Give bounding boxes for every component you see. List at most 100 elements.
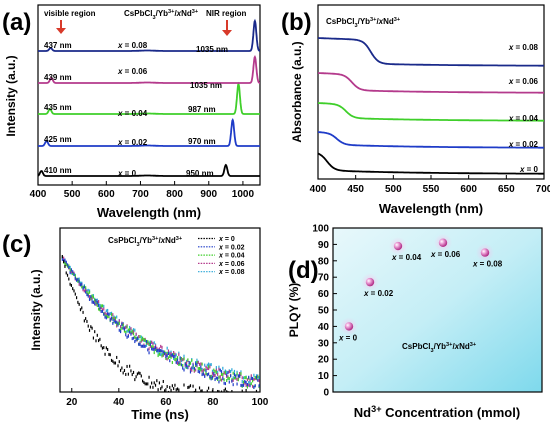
plqy-point-label: x = 0.06 [430,250,461,259]
decay-point [158,381,161,385]
decay-point [192,384,194,388]
decay-point [134,328,136,332]
decay-point [131,337,133,341]
decay-point [143,344,145,348]
decay-point [207,372,210,376]
decay-point [160,349,162,353]
decay-point [125,372,127,376]
decay-point [253,378,255,382]
decay-point [173,355,175,359]
decay-point [215,366,217,370]
absorbance-line [318,152,544,175]
decay-point [173,387,175,391]
decay-point [235,391,237,392]
decay-point [140,335,142,339]
decay-point [165,353,167,357]
decay-point [224,387,227,391]
decay-point [175,388,177,392]
y-tick-label: 50 [318,306,330,317]
decay-point [197,360,199,364]
decay-point [239,372,241,376]
decay-point [236,382,238,386]
decay-point [74,274,76,278]
decay-point [220,390,223,392]
decay-point [217,389,219,392]
decay-point [88,290,91,294]
decay-point [170,388,172,392]
decay-point [192,363,194,367]
decay-point [114,318,117,322]
decay-point [161,349,163,353]
decay-point [110,358,113,362]
decay-point [255,374,258,378]
decay-point [251,379,254,383]
decay-point [226,378,228,382]
decay-point [197,367,199,371]
decay-point [108,313,110,317]
decay-point [121,322,123,326]
decay-point [202,372,205,376]
decay-point [105,309,107,313]
decay-point [178,361,180,365]
decay-point [118,360,120,364]
decay-point [65,260,67,264]
decay-point [237,374,239,378]
series-label: x = 0.02 [117,138,148,147]
decay-point [151,340,153,344]
decay-point [107,308,109,312]
decay-point [78,302,80,306]
decay-point [248,375,250,379]
decay-point [113,361,115,365]
decay-point [147,340,149,344]
decay-point [97,301,100,305]
decay-point [83,289,85,293]
decay-point [134,340,136,344]
decay-point [231,379,233,383]
decay-point [101,309,104,313]
decay-point [148,351,150,355]
decay-point [229,369,232,373]
y-tick-label: 0 [323,388,329,399]
decay-point [118,321,120,325]
decay-point [206,373,208,377]
decay-point [148,341,150,345]
decay-point [130,332,132,336]
decay-point [99,337,101,341]
x-tick-label: 900 [200,189,217,200]
decay-point [251,376,254,380]
decay-point [112,359,114,363]
decay-point [152,385,154,389]
decay-point [226,370,228,374]
panel-label: (a) [2,9,31,36]
y-tick-label: 90 [318,240,330,251]
decay-point [236,372,238,376]
decay-point [122,323,124,327]
visible-peak-label: 425 nm [44,135,72,144]
spectrum-line [38,81,260,115]
visible-peak-label: 435 nm [44,103,72,112]
decay-point [123,327,126,331]
decay-point [148,343,150,347]
panel-a: 400 500 600 700 800 900 1000 CsPbCl3​/Yb3+​/xN… [4,4,261,220]
decay-point [125,333,127,337]
decay-point [143,338,145,342]
x-tick-label: 600 [98,189,115,200]
decay-point [214,373,216,377]
decay-point [116,320,118,324]
decay-point [217,372,219,376]
decay-point [105,314,107,318]
panel-d: 0 10 20 30 40 50 60 70 80 90 100 x = 0 x = 0.02 x = … [287,224,543,420]
x-tick-label: 600 [460,184,477,195]
decay-point [174,354,176,358]
decay-point [249,378,251,382]
decay-point [86,293,88,297]
decay-point [131,331,133,335]
decay-point [149,385,151,389]
decay-point [195,362,197,366]
x-tick-label: 100 [252,397,269,408]
decay-point [229,374,232,378]
decay-point [162,353,164,357]
decay-point [64,261,66,265]
